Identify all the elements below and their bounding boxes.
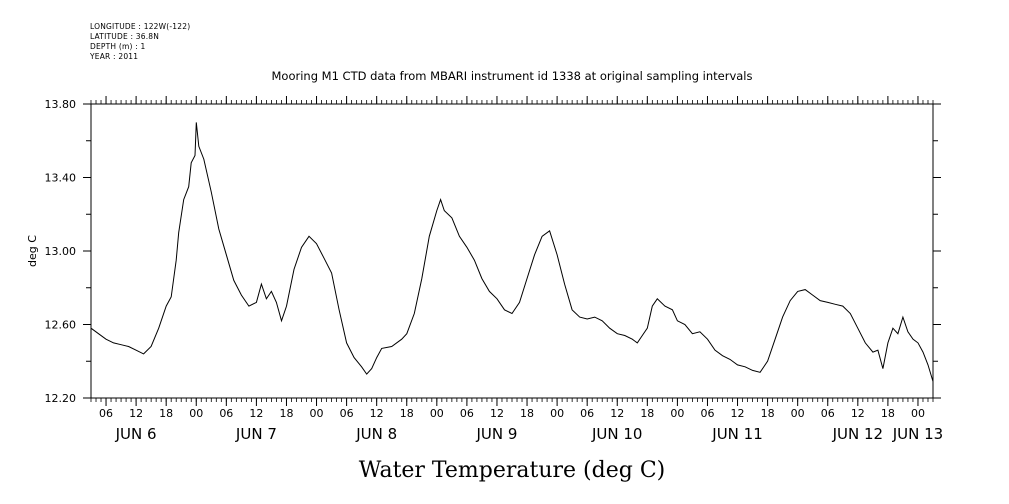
chart-title: Mooring M1 CTD data from MBARI instrumen… xyxy=(272,69,753,83)
x-tick-label: 12 xyxy=(370,407,384,420)
x-tick-label: 18 xyxy=(520,407,534,420)
meta-latitude: LATITUDE : 36.8N xyxy=(90,32,160,41)
y-tick-label: 12.20 xyxy=(45,392,77,405)
x-tick-label: 18 xyxy=(761,407,775,420)
x-day-label: JUN 11 xyxy=(711,425,762,443)
x-day-label: JUN 12 xyxy=(832,425,883,443)
x-tick-label: 18 xyxy=(640,407,654,420)
x-tick-label: 06 xyxy=(219,407,233,420)
x-tick-label: 18 xyxy=(400,407,414,420)
y-tick-label: 13.00 xyxy=(45,245,77,258)
x-day-label: JUN 7 xyxy=(235,425,277,443)
x-day-label: JUN 13 xyxy=(892,425,943,443)
x-tick-label: 06 xyxy=(700,407,714,420)
meta-year: YEAR : 2011 xyxy=(90,52,139,61)
x-tick-label: 18 xyxy=(159,407,173,420)
y-tick-label: 12.60 xyxy=(45,319,77,332)
x-tick-label: 12 xyxy=(249,407,263,420)
meta-longitude: LONGITUDE : 122W(-122) xyxy=(90,22,191,31)
x-tick-label: 00 xyxy=(189,407,203,420)
x-axis-title: Water Temperature (deg C) xyxy=(359,458,666,483)
meta-depth: DEPTH (m) : 1 xyxy=(90,42,146,51)
x-day-label: JUN 9 xyxy=(475,425,517,443)
x-tick-label: 06 xyxy=(821,407,835,420)
x-tick-label: 12 xyxy=(851,407,865,420)
x-tick-label: 06 xyxy=(580,407,594,420)
series-line xyxy=(90,122,934,382)
x-tick-label: 12 xyxy=(731,407,745,420)
x-tick-label: 00 xyxy=(791,407,805,420)
x-tick-label: 18 xyxy=(881,407,895,420)
x-tick-label: 12 xyxy=(490,407,504,420)
y-tick-label: 13.40 xyxy=(45,172,77,185)
y-axis-title: deg C xyxy=(26,235,39,267)
x-tick-label: 06 xyxy=(460,407,474,420)
y-tick-label: 13.80 xyxy=(45,98,77,111)
x-day-label: JUN 10 xyxy=(591,425,642,443)
plot-frame xyxy=(90,103,934,399)
x-tick-label: 06 xyxy=(99,407,113,420)
x-tick-label: 00 xyxy=(670,407,684,420)
x-tick-label: 00 xyxy=(430,407,444,420)
x-tick-label: 00 xyxy=(310,407,324,420)
x-day-label: JUN 8 xyxy=(355,425,397,443)
x-tick-label: 18 xyxy=(279,407,293,420)
x-tick-label: 00 xyxy=(550,407,564,420)
x-tick-label: 00 xyxy=(911,407,925,420)
x-tick-label: 06 xyxy=(340,407,354,420)
x-day-label: JUN 6 xyxy=(115,425,157,443)
x-tick-label: 12 xyxy=(129,407,143,420)
x-tick-label: 12 xyxy=(610,407,624,420)
